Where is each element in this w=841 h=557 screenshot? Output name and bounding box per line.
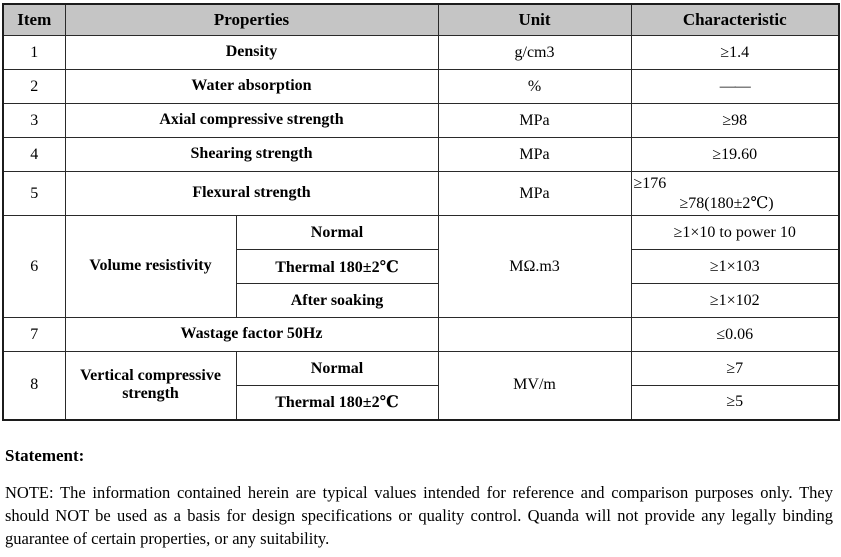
characteristic-cell: ——: [630, 69, 840, 104]
characteristic-cell: ≥1.4: [630, 35, 840, 70]
statement-section: Statement: NOTE: The information contain…: [5, 446, 833, 551]
unit-cell: [437, 317, 632, 352]
table-row: After soaking ≥1×102: [3, 283, 840, 318]
condition-cell: Normal: [235, 351, 439, 386]
item-cell: 2: [2, 69, 66, 104]
header-properties: Properties: [64, 3, 439, 36]
unit-cell: MPa: [437, 103, 632, 138]
characteristic-cell: ≥98: [630, 103, 840, 138]
table-row: 4 Shearing strength MPa ≥19.60: [2, 137, 840, 172]
item-cell: 7: [2, 317, 66, 352]
condition-cell: Thermal 180±2℃: [235, 249, 439, 284]
properties-table: Item Properties Unit Characteristic 1 De…: [2, 3, 840, 421]
table-row: 8 Vertical compressive strength Normal M…: [2, 351, 840, 420]
header-unit: Unit: [437, 3, 632, 36]
characteristic-cell: ≥176 ≥78(180±2℃): [630, 171, 840, 216]
unit-cell: MV/m: [437, 351, 632, 420]
property-cell: Wastage factor 50Hz: [64, 317, 439, 352]
item-cell: 8: [2, 351, 66, 420]
characteristic-cell: ≥1×10 to power 10: [630, 215, 840, 250]
property-cell: Volume resistivity: [64, 215, 237, 318]
characteristic-cell: ≥7: [630, 351, 840, 386]
table-row: 5 Flexural strength MPa ≥176 ≥78(180±2℃): [2, 171, 840, 216]
characteristic-cell: ≥1×103: [630, 249, 840, 284]
characteristic-line2: ≥78(180±2℃): [679, 194, 774, 212]
table-row: 6 Volume resistivity Normal MΩ.m3 ≥1×10 …: [2, 215, 840, 318]
property-cell: Water absorption: [64, 69, 439, 104]
characteristic-cell: ≥1×102: [630, 283, 840, 318]
characteristic-cell: ≤0.06: [630, 317, 840, 352]
unit-cell: MPa: [437, 137, 632, 172]
property-cell: Density: [64, 35, 439, 70]
unit-cell: MΩ.m3: [437, 215, 632, 318]
characteristic-line1: ≥176: [633, 174, 667, 192]
item-cell: 4: [2, 137, 66, 172]
statement-note: NOTE: The information contained herein a…: [5, 482, 833, 549]
table-row: 7 Wastage factor 50Hz ≤0.06: [2, 317, 840, 352]
table-row: Thermal 180±2℃ ≥1×103: [3, 249, 840, 284]
table-row: Thermal 180±2℃ ≥5: [3, 385, 840, 420]
property-cell: Shearing strength: [64, 137, 439, 172]
condition-cell: Thermal 180±2℃: [235, 385, 439, 420]
header-characteristic: Characteristic: [630, 3, 840, 36]
item-cell: 1: [2, 35, 66, 70]
item-cell: 5: [2, 171, 66, 216]
unit-cell: MPa: [437, 171, 632, 216]
table-header-row: Item Properties Unit Characteristic: [2, 3, 840, 36]
property-cell: Vertical compressive strength: [64, 351, 237, 420]
item-cell: 3: [2, 103, 66, 138]
property-cell: Axial compressive strength: [64, 103, 439, 138]
statement-heading: Statement:: [5, 445, 85, 465]
table-row: 2 Water absorption % ——: [2, 69, 840, 104]
property-cell: Flexural strength: [64, 171, 439, 216]
table-row: 1 Density g/cm3 ≥1.4: [2, 35, 840, 70]
table-row: 3 Axial compressive strength MPa ≥98: [2, 103, 840, 138]
characteristic-cell: ≥19.60: [630, 137, 840, 172]
header-item: Item: [2, 3, 66, 36]
unit-cell: %: [437, 69, 632, 104]
characteristic-cell: ≥5: [630, 385, 840, 420]
unit-cell: g/cm3: [437, 35, 632, 70]
condition-cell: Normal: [235, 215, 439, 250]
condition-cell: After soaking: [235, 283, 439, 318]
item-cell: 6: [2, 215, 66, 318]
